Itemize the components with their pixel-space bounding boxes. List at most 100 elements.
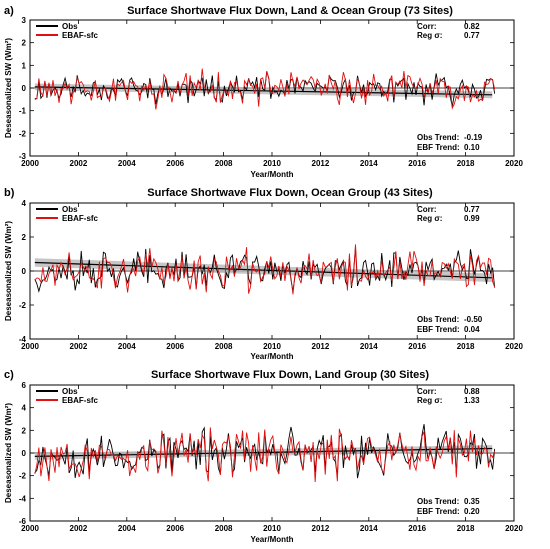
x-tick-label: 2000 [21,159,39,168]
obs-trend-label: Obs Trend: [417,133,459,142]
corr-value: 0.88 [464,387,480,396]
x-tick-label: 2018 [457,524,475,533]
ebaf-series-line [34,244,496,295]
reg-sigma-label: Reg σ: [417,31,442,40]
y-tick-label: 2 [22,426,27,435]
y-tick-label: -2 [19,301,27,310]
ebf-trend-label: EBF Trend: [417,325,460,334]
trend-box: Obs Trend: -0.50 EBF Trend: 0.04 [417,315,483,334]
obs-trend-label: Obs Trend: [417,497,459,506]
x-tick-label: 2016 [408,524,426,533]
x-tick-label: 2006 [166,342,184,351]
obs-trend-value: 0.35 [464,497,480,506]
x-tick-label: 2006 [166,159,184,168]
x-axis-label: Year/Month [250,535,293,544]
x-tick-label: 2014 [360,342,378,351]
corr-label: Corr: [417,205,437,214]
panel-label: a) [4,5,14,17]
x-tick-label: 2010 [263,159,281,168]
x-tick-label: 2014 [360,524,378,533]
reg-sigma-value: 0.77 [464,31,480,40]
chart-title: Surface Shortwave Flux Down, Ocean Group… [147,187,433,199]
stats-box: Corr: 0.77 Reg σ: 0.99 [417,205,480,223]
panel-land-ocean: a) Surface Shortwave Flux Down, Land & O… [4,5,523,179]
y-tick-label: 0 [22,84,27,93]
x-axis-label: Year/Month [250,170,293,179]
stats-box: Corr: 0.88 Reg σ: 1.33 [417,387,480,405]
ebf-trend-value: 0.20 [464,507,480,516]
x-tick-label: 2002 [70,159,88,168]
chart-title: Surface Shortwave Flux Down, Land Group … [151,369,429,381]
x-tick-label: 2002 [70,342,88,351]
x-tick-label: 2018 [457,159,475,168]
legend: Obs EBAF-sfc [36,387,99,405]
trend-box: Obs Trend: -0.19 EBF Trend: 0.10 [417,133,483,152]
y-axis-label: Deseasonalized SW (Wm²) [4,38,13,138]
x-tick-label: 2010 [263,524,281,533]
y-axis-label: Deseasonalized SW (Wm²) [4,221,13,321]
ebf-trend-value: 0.04 [464,325,480,334]
x-tick-label: 2016 [408,159,426,168]
corr-value: 0.82 [464,22,480,31]
chart-title: Surface Shortwave Flux Down, Land & Ocea… [127,5,453,17]
legend-ebaf-label: EBAF-sfc [62,396,99,405]
x-tick-label: 2008 [215,342,233,351]
legend-ebaf-label: EBAF-sfc [62,214,99,223]
x-tick-label: 2014 [360,159,378,168]
reg-sigma-value: 0.99 [464,214,480,223]
reg-sigma-label: Reg σ: [417,214,442,223]
x-tick-label: 2012 [312,524,330,533]
y-axis-label: Deseasonalized SW (Wm²) [4,403,13,503]
ebf-trend-label: EBF Trend: [417,143,460,152]
obs-series-line [34,246,496,293]
y-tick-label: 3 [22,16,27,25]
obs-trend-label: Obs Trend: [417,315,459,324]
x-tick-label: 2020 [505,159,523,168]
legend: Obs EBAF-sfc [36,22,99,40]
obs-trend-value: -0.19 [464,133,483,142]
x-tick-label: 2002 [70,524,88,533]
x-tick-label: 2012 [312,159,330,168]
x-tick-label: 2008 [215,524,233,533]
ebf-trend-label: EBF Trend: [417,507,460,516]
y-tick-label: -6 [19,517,27,526]
y-tick-label: 2 [22,39,27,48]
legend-obs-label: Obs [62,387,78,396]
ebf-trend-value: 0.10 [464,143,480,152]
y-tick-label: -3 [19,152,27,161]
reg-sigma-label: Reg σ: [417,396,442,405]
y-tick-label: -4 [19,335,27,344]
reg-sigma-value: 1.33 [464,396,480,405]
x-tick-label: 2020 [505,524,523,533]
y-tick-label: 1 [22,61,27,70]
y-tick-label: -4 [19,494,27,503]
y-tick-label: 2 [22,233,27,242]
x-tick-label: 2004 [118,342,136,351]
x-tick-label: 2016 [408,342,426,351]
corr-value: 0.77 [464,205,480,214]
panel-ocean: b) Surface Shortwave Flux Down, Ocean Gr… [4,187,523,361]
legend: Obs EBAF-sfc [36,205,99,223]
y-tick-label: 6 [22,381,27,390]
x-tick-label: 2006 [166,524,184,533]
obs-trend-value: -0.50 [464,315,483,324]
legend-obs-label: Obs [62,205,78,214]
y-tick-label: 4 [22,404,27,413]
x-tick-label: 2004 [118,159,136,168]
stats-box: Corr: 0.82 Reg σ: 0.77 [417,22,480,40]
x-tick-label: 2000 [21,342,39,351]
legend-obs-label: Obs [62,22,78,31]
x-tick-label: 2018 [457,342,475,351]
x-tick-label: 2010 [263,342,281,351]
x-axis-label: Year/Month [250,352,293,361]
legend-ebaf-label: EBAF-sfc [62,31,99,40]
panel-land: c) Surface Shortwave Flux Down, Land Gro… [4,369,523,544]
y-tick-label: -1 [19,107,27,116]
y-tick-label: -2 [19,472,27,481]
ebaf-series-line [34,427,496,482]
corr-label: Corr: [417,387,437,396]
x-tick-label: 2020 [505,342,523,351]
panel-label: c) [4,369,14,381]
ebaf-series-line [34,68,496,110]
panel-label: b) [4,187,15,199]
